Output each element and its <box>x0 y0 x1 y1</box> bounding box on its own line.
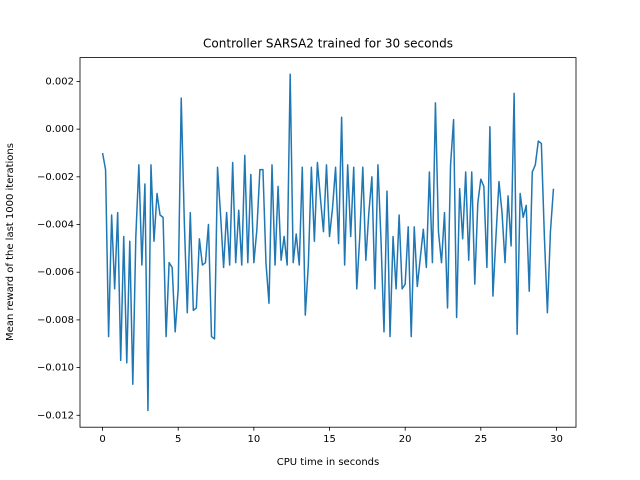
y-tick-label: −0.012 <box>37 410 74 421</box>
x-tick-label: 15 <box>323 434 336 445</box>
plot-frame <box>79 57 577 428</box>
x-tick-label: 0 <box>99 434 105 445</box>
chart-title: Controller SARSA2 trained for 30 seconds <box>203 37 453 51</box>
y-tick-label: −0.010 <box>37 363 74 374</box>
x-tick-label: 25 <box>474 434 487 445</box>
y-tick-label: −0.008 <box>37 315 74 326</box>
x-axis-label: CPU time in seconds <box>277 457 379 468</box>
x-tick-label: 5 <box>175 434 181 445</box>
y-tick-label: −0.004 <box>37 220 74 231</box>
x-tick-label: 30 <box>550 434 563 445</box>
y-tick-label: −0.002 <box>37 172 74 183</box>
y-axis-label: Mean reward of the last 1000 iterations <box>5 143 16 341</box>
line <box>101 73 555 412</box>
y-tick-label: 0.002 <box>45 76 74 87</box>
y-tick-label: 0.000 <box>45 124 74 135</box>
y-tick-label: −0.006 <box>37 267 74 278</box>
x-tick-label: 10 <box>247 434 260 445</box>
x-tick-label: 20 <box>399 434 412 445</box>
